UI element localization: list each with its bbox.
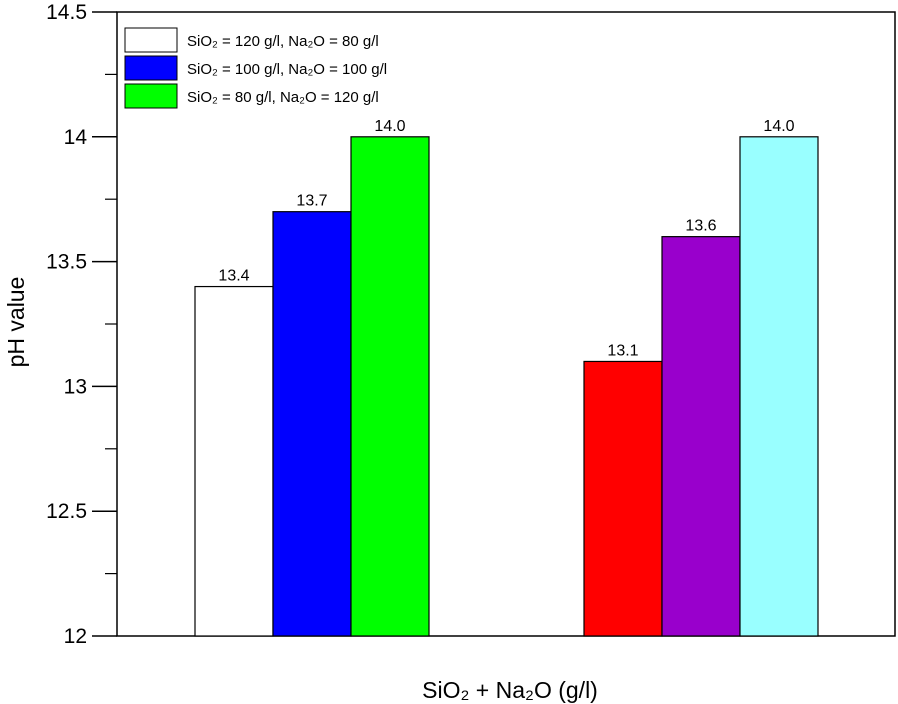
legend-swatch bbox=[124, 83, 178, 109]
bars-layer bbox=[194, 136, 819, 637]
legend-swatch bbox=[124, 27, 178, 53]
bar-value-label: 14.0 bbox=[374, 118, 405, 135]
x-axis-title: SiO₂ + Na₂O (g/l) bbox=[422, 677, 598, 703]
y-tick-label: 12 bbox=[64, 625, 87, 648]
bar-value-label: 13.1 bbox=[607, 342, 638, 359]
bar bbox=[350, 136, 430, 637]
bar bbox=[272, 211, 352, 637]
y-axis: 12 12.5 13 13.5 14 14.5 bbox=[46, 1, 117, 648]
y-tick-label: 14.5 bbox=[46, 1, 87, 24]
data-labels-layer: 13.4 13.7 14.0 13.1 13.6 14.0 bbox=[218, 118, 794, 360]
bar-value-label: 14.0 bbox=[763, 118, 794, 135]
legend-label: SiO₂ = 100 g/l, Na₂O = 100 g/l bbox=[187, 61, 387, 78]
y-tick-label: 13.5 bbox=[46, 251, 87, 274]
y-tick-label: 14 bbox=[64, 126, 88, 149]
legend-label: SiO₂ = 80 g/l, Na₂O = 120 g/l bbox=[187, 89, 379, 106]
legend-swatch bbox=[124, 55, 178, 81]
y-tick-label: 12.5 bbox=[46, 500, 87, 523]
bar bbox=[583, 360, 663, 637]
bar bbox=[194, 285, 274, 637]
legend: SiO₂ = 120 g/l, Na₂O = 80 g/l SiO₂ = 100 … bbox=[124, 27, 387, 109]
legend-label: SiO₂ = 120 g/l, Na₂O = 80 g/l bbox=[187, 33, 379, 50]
bar-value-label: 13.7 bbox=[296, 193, 327, 210]
y-axis-title: pH value bbox=[3, 277, 29, 368]
y-tick-label: 13 bbox=[64, 375, 87, 398]
bar bbox=[661, 236, 741, 637]
bar-value-label: 13.6 bbox=[685, 218, 716, 235]
bar bbox=[739, 136, 819, 637]
bar-value-label: 13.4 bbox=[218, 268, 249, 285]
